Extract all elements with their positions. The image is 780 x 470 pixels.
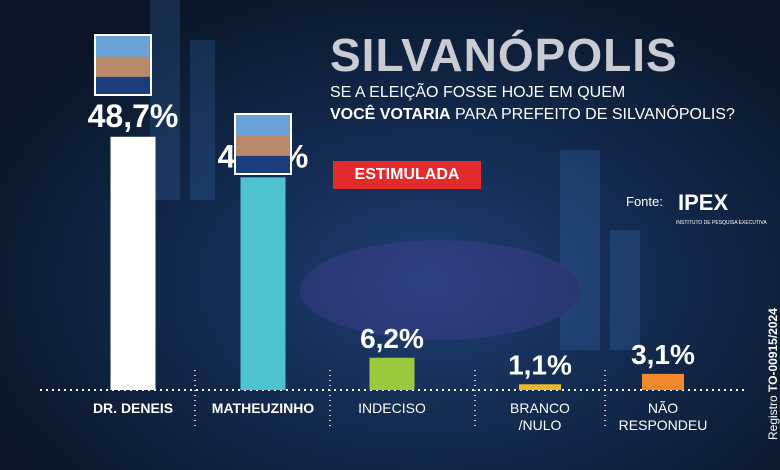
value-label: 3,1% — [631, 339, 695, 370]
badge: ESTIMULADA — [333, 161, 481, 189]
bar — [642, 373, 684, 390]
bar — [519, 384, 561, 390]
subtitle-bold: VOCÊ VOTARIA — [330, 106, 451, 123]
bar — [110, 136, 156, 390]
subtitle-rest: PARA PREFEITO DE SILVANÓPOLIS? — [450, 106, 735, 123]
logo: IPEX — [678, 190, 729, 215]
bar — [240, 177, 286, 390]
category-label: INDECISO — [358, 400, 426, 416]
title: SILVANÓPOLIS — [330, 29, 678, 81]
category-label: MATHEUZINHO — [211, 400, 315, 416]
registry: Registro TO-00915/2024 — [766, 308, 780, 440]
value-label: 1,1% — [508, 349, 572, 380]
category-label: DR. DENEIS — [92, 400, 174, 416]
registry-number: TO-00915/2024 — [766, 308, 780, 392]
value-label: 6,2% — [360, 323, 424, 354]
subtitle: SE A ELEIÇÃO FOSSE HOJE EM QUEM — [330, 84, 626, 101]
source-label: Fonte: — [626, 194, 663, 209]
background-decor — [150, 0, 640, 350]
candidate-photo — [94, 34, 152, 96]
bar — [369, 357, 415, 390]
category-label: BRANCO /NULO — [510, 400, 570, 433]
candidate-photo — [234, 113, 292, 175]
logo-subtitle: INSTITUTO DE PESQUISA EXECUTIVA — [676, 220, 767, 226]
subtitle: VOCÊ VOTARIA PARA PREFEITO DE SILVANÓPOL… — [330, 106, 735, 124]
registry-label: Registro — [766, 395, 780, 440]
category-label: NÃO RESPONDEU — [618, 400, 708, 433]
value-label: 48,7% — [88, 98, 179, 134]
